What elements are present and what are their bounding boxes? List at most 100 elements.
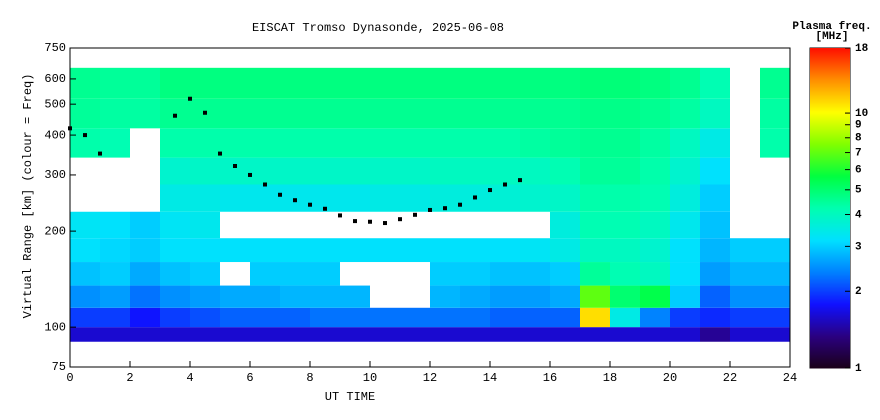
- heatmap-cell: [520, 67, 550, 99]
- heatmap-cell: [700, 157, 730, 185]
- colorbar-segment: [810, 100, 850, 103]
- colorbar-segment: [810, 174, 850, 177]
- heatmap-cell: [310, 67, 340, 99]
- heatmap-cell: [370, 157, 400, 185]
- colorbar-segment: [810, 200, 850, 203]
- trace-point: [518, 178, 522, 183]
- colorbar-segment: [810, 158, 850, 161]
- colorbar-segment: [810, 160, 850, 163]
- colorbar-segment: [810, 122, 850, 125]
- trace-point: [293, 198, 297, 203]
- heatmap-cell: [400, 128, 430, 158]
- heatmap-cell: [370, 327, 400, 342]
- heatmap-cell: [730, 238, 760, 263]
- heatmap-cell: [640, 98, 670, 129]
- heatmap-cell: [670, 285, 700, 308]
- colorbar-segment: [810, 110, 850, 113]
- heatmap-cell: [460, 285, 490, 308]
- colorbar-segment: [810, 298, 850, 301]
- colorbar-segment: [810, 108, 850, 111]
- heatmap-cell: [70, 211, 100, 239]
- colorbar-segment: [810, 84, 850, 87]
- colorbar-segment: [810, 60, 850, 63]
- heatmap-cell: [100, 67, 130, 99]
- heatmap-cell: [190, 128, 220, 158]
- heatmap-cell: [250, 67, 280, 99]
- heatmap-cell: [280, 327, 310, 342]
- heatmap-cell: [520, 262, 550, 286]
- colorbar-segment: [810, 270, 850, 273]
- colorbar-segment: [810, 104, 850, 107]
- heatmap-cell: [70, 67, 100, 99]
- heatmap-cell: [340, 67, 370, 99]
- heatmap-cell: [760, 98, 790, 129]
- colorbar-segment: [810, 248, 850, 251]
- heatmap-cell: [310, 128, 340, 158]
- trace-point: [368, 219, 372, 224]
- heatmap-cell: [400, 98, 430, 129]
- colorbar-segment: [810, 342, 850, 345]
- x-tick-label: 2: [126, 371, 133, 385]
- trace-point: [218, 151, 222, 156]
- y-tick-label: 600: [44, 72, 66, 86]
- heatmap-cell: [640, 307, 670, 328]
- heatmap-cell: [580, 157, 610, 185]
- y-tick-label: 400: [44, 128, 66, 142]
- colorbar-segment: [810, 170, 850, 173]
- colorbar-segment: [810, 152, 850, 155]
- heatmap-cell: [580, 285, 610, 308]
- heatmap-cell: [670, 67, 700, 99]
- heatmap-cell: [190, 211, 220, 239]
- colorbar-segment: [810, 194, 850, 197]
- heatmap-cell: [700, 211, 730, 239]
- heatmap-cell: [550, 184, 580, 212]
- heatmap-cell: [550, 157, 580, 185]
- trace-point: [503, 182, 507, 187]
- heatmap-cell: [220, 184, 250, 212]
- heatmap-cell: [370, 128, 400, 158]
- heatmap-cell: [670, 98, 700, 129]
- colorbar-units: [MHz]: [815, 31, 848, 43]
- colorbar-segment: [810, 360, 850, 363]
- heatmap-cell: [190, 238, 220, 263]
- colorbar-segment: [810, 126, 850, 129]
- heatmap-cell: [70, 128, 100, 158]
- colorbar-segment: [810, 162, 850, 165]
- heatmap-cell: [610, 211, 640, 239]
- heatmap-cell: [520, 285, 550, 308]
- heatmap-cell: [580, 98, 610, 129]
- heatmap-cell: [190, 285, 220, 308]
- heatmap-cell: [610, 157, 640, 185]
- colorbar-tick-label: 6: [855, 165, 862, 177]
- colorbar-segment: [810, 282, 850, 285]
- heatmap-cell: [640, 211, 670, 239]
- trace-point: [473, 195, 477, 200]
- heatmap-cell: [340, 128, 370, 158]
- heatmap-cell: [430, 327, 460, 342]
- heatmap-cell: [640, 128, 670, 158]
- heatmap-cell: [70, 238, 100, 263]
- y-tick-label: 500: [44, 97, 66, 111]
- colorbar-segment: [810, 292, 850, 295]
- heatmap-cell: [190, 327, 220, 342]
- colorbar-segment: [810, 348, 850, 351]
- heatmap-cell: [610, 238, 640, 263]
- heatmap-cell: [310, 262, 340, 286]
- colorbar-segment: [810, 128, 850, 131]
- heatmap-cell: [220, 238, 250, 263]
- heatmap-cell: [700, 262, 730, 286]
- heatmap-cell: [130, 327, 160, 342]
- colorbar-segment: [810, 172, 850, 175]
- colorbar-tick-label: 9: [855, 120, 862, 132]
- heatmap-cell: [400, 157, 430, 185]
- heatmap-cell: [610, 307, 640, 328]
- colorbar-segment: [810, 244, 850, 247]
- heatmap-cell: [580, 262, 610, 286]
- heatmap-cell: [100, 285, 130, 308]
- colorbar-segment: [810, 274, 850, 277]
- trace-point: [98, 151, 102, 156]
- colorbar-segment: [810, 58, 850, 61]
- colorbar-segment: [810, 322, 850, 325]
- colorbar-segment: [810, 222, 850, 225]
- colorbar-segment: [810, 256, 850, 259]
